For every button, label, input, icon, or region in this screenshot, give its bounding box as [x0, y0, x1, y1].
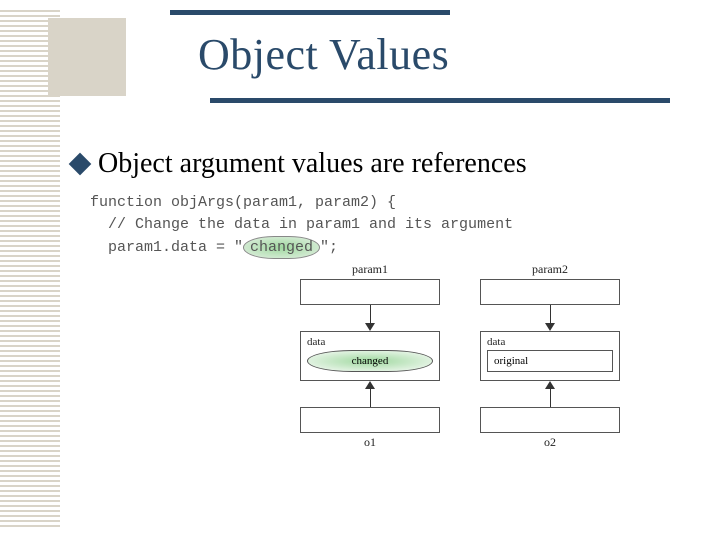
reference-diagram: param1 data changed o1 param2 data origi…: [300, 262, 680, 522]
code-line-3-suffix: ";: [320, 239, 338, 256]
object2-value-original: original: [487, 350, 613, 372]
object2-box: data original: [480, 331, 620, 381]
title-rule-top: [170, 10, 450, 15]
arrow-down-icon: [300, 305, 440, 331]
code-block: function objArgs(param1, param2) { // Ch…: [90, 192, 513, 259]
code-line-2: // Change the data in param1 and its arg…: [90, 216, 513, 233]
object1-box: data changed: [300, 331, 440, 381]
ref2-label: o2: [480, 435, 620, 450]
diagram-col-param2: param2 data original o2: [480, 262, 620, 450]
arrow-up-icon: [480, 381, 620, 407]
code-line-3-prefix: param1.data = ": [90, 239, 243, 256]
code-line-1: function objArgs(param1, param2) {: [90, 194, 396, 211]
object1-field-label: data: [307, 336, 433, 348]
arrow-up-icon: [300, 381, 440, 407]
decorative-accent-block: [48, 18, 126, 96]
param1-label: param1: [300, 262, 440, 277]
bullet-text: Object argument values are references: [98, 148, 527, 180]
param2-box: [480, 279, 620, 305]
ref1-label: o1: [300, 435, 440, 450]
code-highlight-changed: changed: [243, 236, 320, 260]
param1-box: [300, 279, 440, 305]
arrow-down-icon: [480, 305, 620, 331]
param2-label: param2: [480, 262, 620, 277]
ref1-box: [300, 407, 440, 433]
object2-field-label: data: [487, 336, 613, 348]
title-rule-bottom: [210, 98, 670, 103]
diamond-bullet-icon: [69, 153, 92, 176]
object1-value-changed: changed: [307, 350, 433, 372]
title-area: Object Values: [170, 10, 630, 103]
slide-title: Object Values: [198, 29, 630, 80]
bullet-row: Object argument values are references: [72, 148, 527, 180]
diagram-col-param1: param1 data changed o1: [300, 262, 440, 450]
ref2-box: [480, 407, 620, 433]
